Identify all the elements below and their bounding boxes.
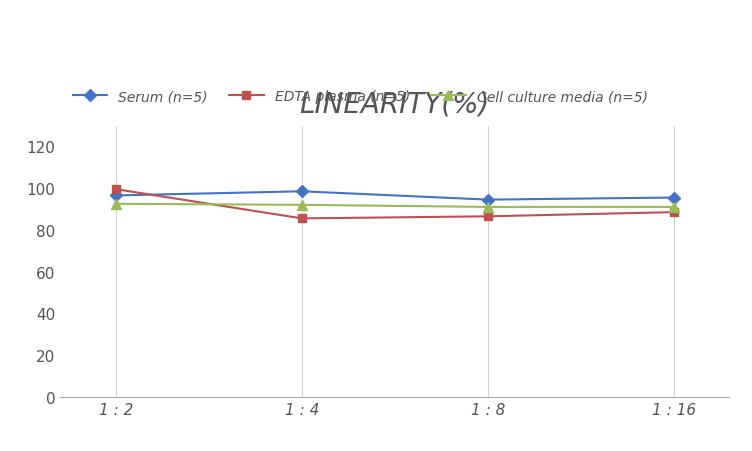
Serum (n=5) [484,198,493,203]
Serum (n=5) [111,193,120,199]
Line: EDTA plasma (n=5): EDTA plasma (n=5) [112,186,678,223]
Cell culture media (n=5) [669,205,678,210]
EDTA plasma (n=5) [297,216,306,221]
EDTA plasma (n=5) [484,214,493,220]
Cell culture media (n=5) [297,202,306,208]
Title: LINEARITY(%): LINEARITY(%) [299,91,490,119]
Legend: Serum (n=5), EDTA plasma (n=5), Cell culture media (n=5): Serum (n=5), EDTA plasma (n=5), Cell cul… [67,84,653,110]
Cell culture media (n=5) [111,202,120,207]
Serum (n=5) [669,195,678,201]
Line: Cell culture media (n=5): Cell culture media (n=5) [111,199,678,212]
Serum (n=5) [297,189,306,194]
EDTA plasma (n=5) [111,187,120,193]
Cell culture media (n=5) [484,205,493,210]
Line: Serum (n=5): Serum (n=5) [112,188,678,204]
EDTA plasma (n=5) [669,210,678,216]
